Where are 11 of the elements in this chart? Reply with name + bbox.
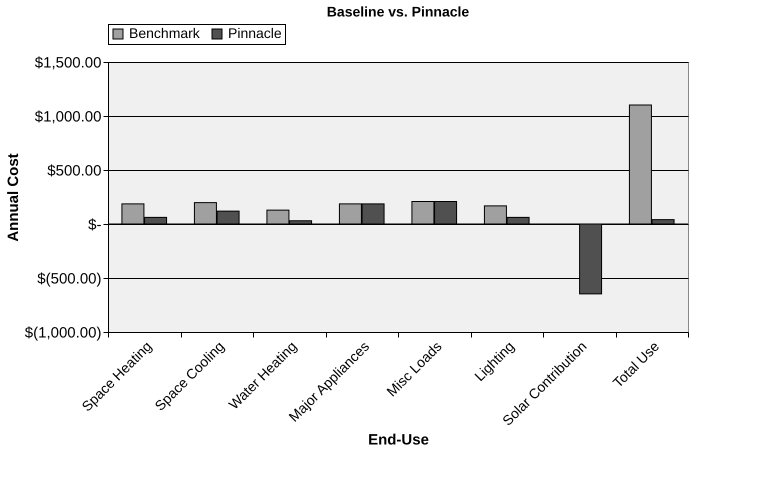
chart-title: Baseline vs. Pinnacle <box>326 4 470 20</box>
legend-label: Benchmark <box>129 25 201 41</box>
y-tick-label: $1,000.00 <box>34 108 102 126</box>
y-tick-label: $(1,000.00) <box>24 324 102 342</box>
y-tick-label: $1,500.00 <box>34 54 102 72</box>
y-axis-title: Annual Cost <box>4 153 22 242</box>
x-axis-title: End-Use <box>368 432 429 449</box>
y-tick-label: $500.00 <box>47 162 102 180</box>
legend-label: Pinnacle <box>228 25 282 41</box>
y-tick-label: $- <box>88 216 102 234</box>
y-tick-label: $(500.00) <box>37 270 102 288</box>
